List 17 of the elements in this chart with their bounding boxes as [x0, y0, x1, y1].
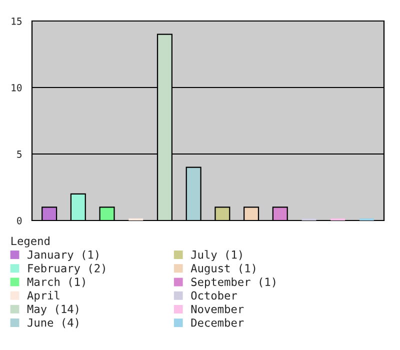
legend-label: December: [191, 318, 244, 327]
legend-label: July (1): [191, 250, 242, 261]
legend-label: October: [191, 291, 237, 300]
legend-label: February (2): [28, 264, 105, 275]
legend-label: April: [27, 290, 60, 302]
y-tick-label: 15: [12, 18, 22, 25]
legend-label: March (1): [27, 277, 85, 288]
legend-label: June (4): [28, 318, 78, 328]
y-tick-label: 10: [12, 84, 22, 92]
legend-label: May (14): [27, 304, 78, 316]
y-tick-label: 0: [17, 217, 22, 224]
legend-label: November: [191, 304, 244, 314]
legend-label: September (1): [191, 277, 276, 288]
legend-label: January (1): [28, 250, 98, 261]
y-tick-label: 5: [17, 150, 22, 158]
legend-title: Legend: [11, 236, 50, 248]
legend-label: August (1): [190, 264, 256, 275]
